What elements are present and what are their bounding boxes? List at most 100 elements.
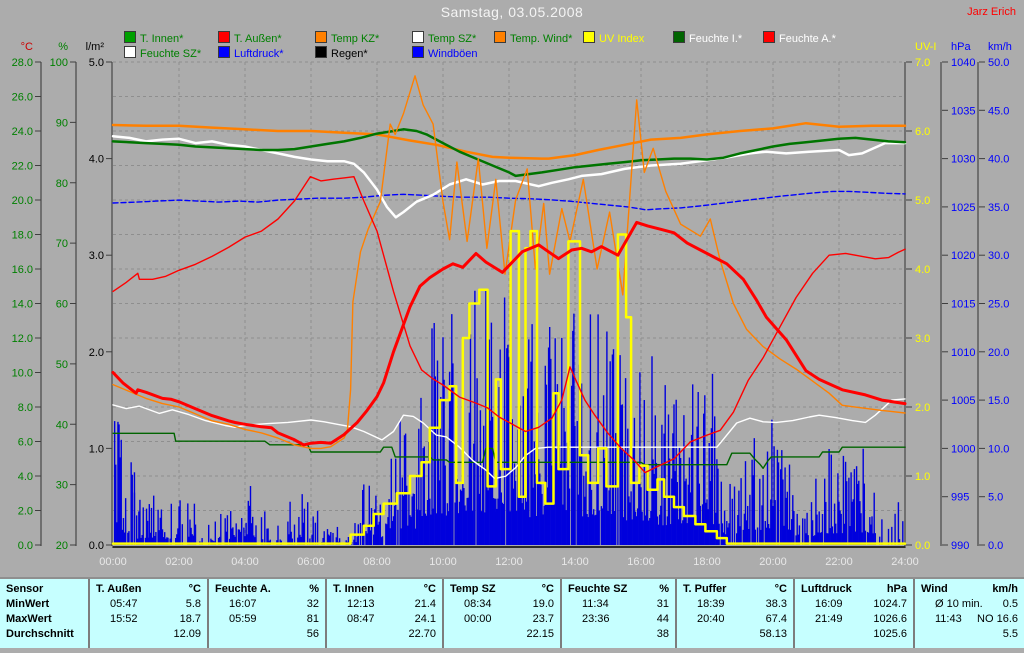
cell-value: °C bbox=[541, 583, 554, 595]
axis-tick-label-lm2: 5.0 bbox=[89, 57, 104, 69]
axis-tick-label-kmh: 25.0 bbox=[988, 299, 1009, 311]
axis-tick-label-percent: 50 bbox=[56, 359, 68, 371]
sensor-header: T. Puffer °C bbox=[677, 582, 793, 597]
axis-tick-label-hpa: 1015 bbox=[951, 299, 975, 311]
series-temp_wind bbox=[112, 75, 906, 450]
cell-time: Wind bbox=[921, 583, 948, 595]
min-row: 16:07 32 bbox=[209, 597, 325, 612]
legend-item: Luftdruck* bbox=[218, 46, 284, 60]
cell-value: 67.4 bbox=[765, 613, 787, 625]
axis-header-percent: % bbox=[58, 41, 68, 53]
row-label-column: Sensor MinWert MaxWert Durchschnitt bbox=[0, 579, 88, 648]
legend-item: Temp SZ* bbox=[412, 31, 477, 45]
axis-header-celsius: °C bbox=[21, 41, 33, 53]
axis-tick-label-hpa: 1010 bbox=[951, 347, 975, 359]
avg-row: 12.09 bbox=[90, 627, 207, 642]
axis-header-hpa: hPa bbox=[951, 41, 971, 53]
sensor-header: T. Außen °C bbox=[90, 582, 207, 597]
cell-time: 16:09 bbox=[815, 598, 843, 610]
avg-row: 56 bbox=[209, 627, 325, 642]
sensor-header: T. Innen °C bbox=[327, 582, 442, 597]
axis-tick-label-percent: 60 bbox=[56, 299, 68, 311]
series-temp_kz bbox=[111, 121, 907, 160]
cell-value: 22.15 bbox=[526, 628, 554, 640]
sensor-column-Feuchte SZ: Feuchte SZ% 11:34 31 23:36 44 38 bbox=[560, 579, 675, 648]
sensor-column-Wind: Wind km/h Ø 10 min. 0.5 11:43 NO 16.6 5.5 bbox=[913, 579, 1024, 648]
legend-swatch-icon bbox=[124, 46, 136, 58]
axis-tick-label-kmh: 0.0 bbox=[988, 540, 1003, 552]
legend-label: Windböen bbox=[428, 48, 478, 60]
cell-value: 58.13 bbox=[759, 628, 787, 640]
legend-label: UV Index bbox=[599, 33, 645, 45]
legend-label: Temp. Wind* bbox=[510, 33, 573, 45]
cell-value: 18.7 bbox=[179, 613, 201, 625]
cell-value: 56 bbox=[306, 628, 319, 640]
cell-time: 08:47 bbox=[347, 613, 375, 625]
cell-time: T. Außen bbox=[96, 583, 142, 595]
axis-tick-label-celsius: 8.0 bbox=[18, 402, 33, 414]
cell-value: km/h bbox=[992, 583, 1018, 595]
legend-swatch-icon bbox=[412, 46, 424, 58]
cell-time: 12:13 bbox=[347, 598, 375, 610]
axis-tick-label-hpa: 1035 bbox=[951, 105, 975, 117]
axis-tick-label-celsius: 14.0 bbox=[12, 299, 33, 311]
axis-tick-label-uv: 4.0 bbox=[915, 264, 930, 276]
sensor-header: Wind km/h bbox=[915, 582, 1024, 597]
axis-tick-label-lm2: 2.0 bbox=[89, 347, 104, 359]
min-row: 05:47 5.8 bbox=[90, 597, 207, 612]
cell-value: 21.4 bbox=[414, 598, 436, 610]
max-row: 21:49 1026.6 bbox=[795, 612, 913, 627]
x-axis-label: 20:00 bbox=[759, 556, 787, 568]
cell-time bbox=[683, 627, 697, 642]
legend-item: Feuchte A.* bbox=[763, 31, 836, 45]
sensor-column-Temp SZ: Temp SZ °C 08:34 19.0 00:00 23.7 22.15 bbox=[442, 579, 560, 648]
axis-tick-label-percent: 40 bbox=[56, 419, 68, 431]
series-t_innen bbox=[111, 128, 907, 178]
cell-time: T. Puffer bbox=[683, 583, 727, 595]
max-row: 20:40 67.4 bbox=[677, 612, 793, 627]
series-luftdruck bbox=[112, 190, 906, 211]
legend-swatch-icon bbox=[673, 31, 685, 43]
cell-value: °C bbox=[188, 583, 201, 595]
legend-label: Temp SZ* bbox=[428, 33, 477, 45]
max-row: 00:00 23.7 bbox=[444, 612, 560, 627]
x-axis-label: 18:00 bbox=[693, 556, 721, 568]
x-axis-label: 24:00 bbox=[891, 556, 919, 568]
axis-tick-label-hpa: 1005 bbox=[951, 395, 975, 407]
cell-value: % bbox=[309, 583, 319, 595]
legend-item: Feuchte I.* bbox=[673, 31, 742, 45]
cell-time: 05:47 bbox=[110, 598, 138, 610]
cell-time bbox=[96, 627, 110, 642]
axis-tick-label-percent: 20 bbox=[56, 540, 68, 552]
axis-tick-label-kmh: 45.0 bbox=[988, 105, 1009, 117]
cell-time: T. Innen bbox=[333, 583, 374, 595]
legend-item: UV Index bbox=[583, 31, 645, 45]
axis-tick-label-kmh: 10.0 bbox=[988, 443, 1009, 455]
avg-row: 38 bbox=[562, 627, 675, 642]
axis-tick-label-kmh: 15.0 bbox=[988, 395, 1009, 407]
cell-time: Ø 10 min. bbox=[935, 598, 983, 610]
axis-tick-label-kmh: 50.0 bbox=[988, 57, 1009, 69]
axis-tick-label-hpa: 1000 bbox=[951, 443, 975, 455]
x-axis-label: 12:00 bbox=[495, 556, 523, 568]
axis-tick-label-celsius: 6.0 bbox=[18, 437, 33, 449]
axis-tick-label-lm2: 0.0 bbox=[89, 540, 104, 552]
axis-tick-label-percent: 30 bbox=[56, 480, 68, 492]
legend-item: Feuchte SZ* bbox=[124, 46, 201, 60]
avg-row: 5.5 bbox=[915, 627, 1024, 642]
sensor-header: Feuchte A.% bbox=[209, 582, 325, 597]
series-uv bbox=[111, 229, 907, 545]
legend-swatch-icon bbox=[124, 31, 136, 43]
cell-time bbox=[450, 627, 464, 642]
axis-tick-label-celsius: 10.0 bbox=[12, 368, 33, 380]
legend-item: Regen* bbox=[315, 46, 368, 60]
axis-tick-label-hpa: 1025 bbox=[951, 202, 975, 214]
avg-row: 22.70 bbox=[327, 627, 442, 642]
axis-tick-label-uv: 2.0 bbox=[915, 402, 930, 414]
cell-time bbox=[333, 627, 347, 642]
cell-value: 5.5 bbox=[1002, 628, 1018, 640]
cell-time bbox=[801, 627, 815, 642]
cell-value: % bbox=[659, 583, 669, 595]
cell-time bbox=[921, 627, 935, 642]
